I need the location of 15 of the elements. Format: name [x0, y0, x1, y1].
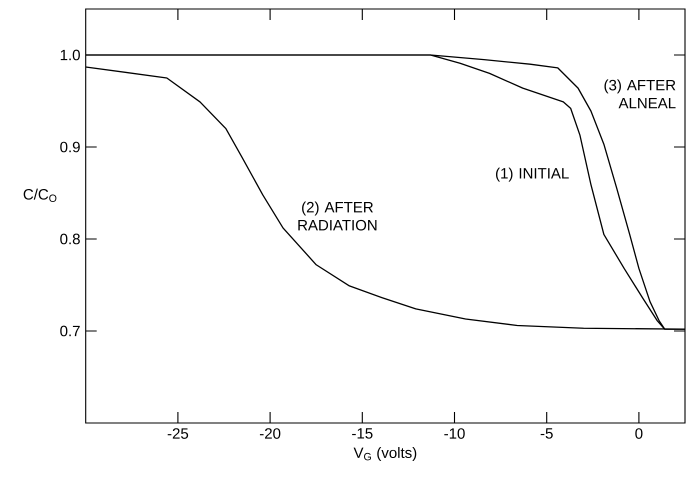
x-tick-label: -25 [168, 428, 188, 439]
y-tick-label: 1.0 [60, 50, 80, 60]
annotation: (1) INITIAL [496, 168, 569, 182]
annotation: (2) AFTER RADIATION [298, 201, 376, 230]
y-tick-label: 0.8 [60, 234, 80, 244]
y-axis-title: C/C$_{O}$ [24, 188, 56, 202]
x-tick-label: -5 [540, 428, 553, 439]
annotation: (3) AFTER ALNEAL [604, 79, 676, 108]
x-axis-title: V$_{G}$ (volts) [354, 447, 416, 461]
x-tick-label: -20 [260, 428, 280, 439]
y-tick-label: 0.9 [60, 142, 80, 152]
y-tick-label: 0.7 [60, 326, 80, 336]
x-tick-label: -15 [352, 428, 373, 439]
x-tick-label: 0 [635, 428, 642, 439]
x-tick-label: -10 [444, 428, 465, 439]
